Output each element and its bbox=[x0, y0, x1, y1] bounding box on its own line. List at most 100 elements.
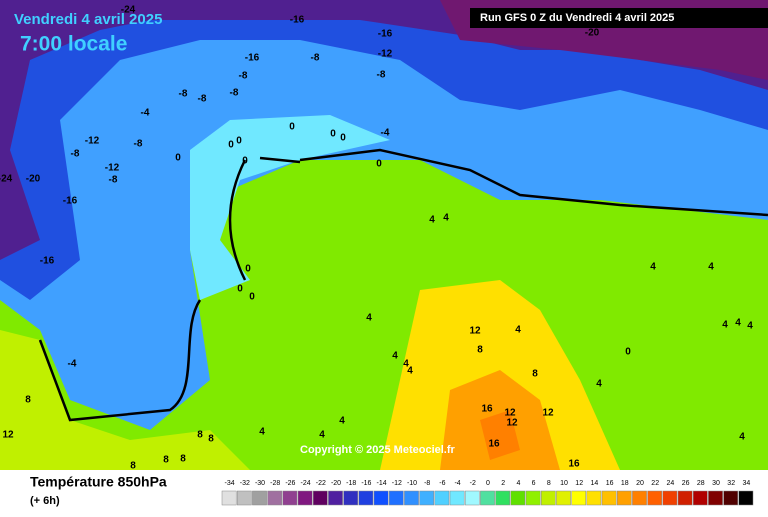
contour-label: -12 bbox=[105, 163, 120, 174]
scale-tick-label: -4 bbox=[454, 480, 460, 487]
scale-tick-label: 20 bbox=[636, 480, 644, 487]
scale-swatch bbox=[282, 490, 298, 506]
contour-label: -16 bbox=[40, 256, 55, 267]
map-background bbox=[0, 0, 768, 470]
scale-tick-label: 0 bbox=[486, 480, 490, 487]
contour-label: 0 bbox=[625, 347, 631, 358]
scale-swatch bbox=[708, 490, 723, 506]
contour-label: 0 bbox=[289, 122, 295, 133]
contour-label: 0 bbox=[228, 140, 234, 151]
scale-swatch bbox=[540, 490, 556, 506]
scale-tick-label: 22 bbox=[651, 480, 659, 487]
contour-label: -8 bbox=[198, 94, 207, 105]
contour-label: 8 bbox=[25, 395, 31, 406]
scale-tick-label: 6 bbox=[532, 480, 536, 487]
scale-swatch bbox=[449, 490, 465, 506]
scale-tick-label: -14 bbox=[377, 480, 387, 487]
contour-label: 0 bbox=[376, 159, 382, 170]
contour-label: 12 bbox=[2, 430, 14, 441]
scale-swatch bbox=[312, 490, 328, 506]
contour-label: -4 bbox=[141, 108, 150, 119]
scale-swatch bbox=[677, 490, 693, 506]
scale-swatch bbox=[434, 490, 450, 506]
scale-tick-label: -10 bbox=[407, 480, 417, 487]
run-info: Run GFS 0 Z du Vendredi 4 avril 2025 bbox=[480, 12, 674, 24]
scale-swatch bbox=[267, 490, 283, 506]
contour-label: 0 bbox=[340, 133, 346, 144]
scale-tick-label: 28 bbox=[697, 480, 705, 487]
scale-swatch bbox=[221, 490, 237, 506]
scale-tick-label: 10 bbox=[560, 480, 568, 487]
legend-title: Température 850hPa bbox=[30, 474, 167, 490]
scale-swatch bbox=[738, 490, 754, 506]
contour-label: -12 bbox=[378, 49, 393, 60]
scale-swatch bbox=[632, 490, 647, 506]
contour-label: 12 bbox=[542, 408, 554, 419]
contour-label: 4 bbox=[407, 366, 413, 377]
scale-tick-label: -12 bbox=[392, 480, 402, 487]
scale-swatch bbox=[571, 490, 587, 506]
contour-label: -8 bbox=[134, 139, 143, 150]
contour-label: 4 bbox=[366, 313, 372, 324]
scale-swatch bbox=[388, 490, 404, 506]
scale-tick-label: 26 bbox=[682, 480, 690, 487]
contour-label: 16 bbox=[488, 439, 500, 450]
scale-swatch bbox=[404, 490, 419, 506]
scale-swatch bbox=[601, 490, 617, 506]
contour-label: 0 bbox=[236, 136, 242, 147]
contour-label: 4 bbox=[747, 321, 753, 332]
map-time: 7:00 locale bbox=[20, 33, 127, 56]
contour-label: 4 bbox=[708, 262, 714, 273]
scale-tick-label: 18 bbox=[621, 480, 629, 487]
contour-label: 4 bbox=[739, 432, 745, 443]
contour-label: -8 bbox=[179, 89, 188, 100]
scale-tick-label: -8 bbox=[424, 480, 430, 487]
contour-label: -16 bbox=[245, 53, 260, 64]
contour-label: 0 bbox=[242, 156, 248, 167]
scale-tick-label: -2 bbox=[470, 480, 476, 487]
scale-tick-label: 12 bbox=[575, 480, 583, 487]
contour-label: -4 bbox=[68, 359, 77, 370]
scale-swatch bbox=[328, 490, 343, 506]
contour-label: -16 bbox=[63, 196, 78, 207]
scale-tick-label: 30 bbox=[712, 480, 720, 487]
contour-label: -20 bbox=[585, 28, 600, 39]
scale-swatch bbox=[252, 490, 267, 506]
scale-swatch bbox=[495, 490, 511, 506]
contour-label: 0 bbox=[245, 264, 251, 275]
scale-swatch bbox=[373, 490, 389, 506]
contour-label: 8 bbox=[477, 345, 483, 356]
contour-label: 8 bbox=[532, 369, 538, 380]
contour-label: 4 bbox=[443, 213, 449, 224]
scale-tick-label: -22 bbox=[316, 480, 326, 487]
scale-tick-label: -32 bbox=[240, 480, 250, 487]
scale-swatch bbox=[647, 490, 663, 506]
contour-label: -8 bbox=[230, 88, 239, 99]
scale-tick-label: -6 bbox=[439, 480, 445, 487]
copyright: Copyright © 2025 Meteociel.fr bbox=[300, 444, 456, 456]
contour-label: -8 bbox=[71, 149, 80, 160]
scale-tick-label: 8 bbox=[547, 480, 551, 487]
contour-label: 4 bbox=[735, 318, 741, 329]
contour-label: 8 bbox=[163, 455, 169, 466]
scale-swatch bbox=[358, 490, 374, 506]
scale-tick-label: 2 bbox=[501, 480, 505, 487]
scale-swatch bbox=[616, 490, 632, 506]
scale-tick-label: -20 bbox=[331, 480, 341, 487]
scale-swatch bbox=[586, 490, 602, 506]
contour-label: 4 bbox=[392, 351, 398, 362]
scale-swatch bbox=[692, 490, 708, 506]
scale-swatch bbox=[464, 490, 480, 506]
contour-label: 12 bbox=[506, 418, 518, 429]
scale-swatch bbox=[510, 490, 526, 506]
contour-label: 4 bbox=[259, 427, 265, 438]
contour-label: -20 bbox=[26, 174, 41, 185]
contour-label: 8 bbox=[208, 434, 214, 445]
scale-swatch bbox=[662, 490, 678, 506]
contour-label: 0 bbox=[237, 284, 243, 295]
scale-tick-label: 24 bbox=[667, 480, 675, 487]
contour-label: 4 bbox=[596, 379, 602, 390]
contour-label: 8 bbox=[130, 461, 136, 472]
scale-swatch bbox=[343, 490, 359, 506]
